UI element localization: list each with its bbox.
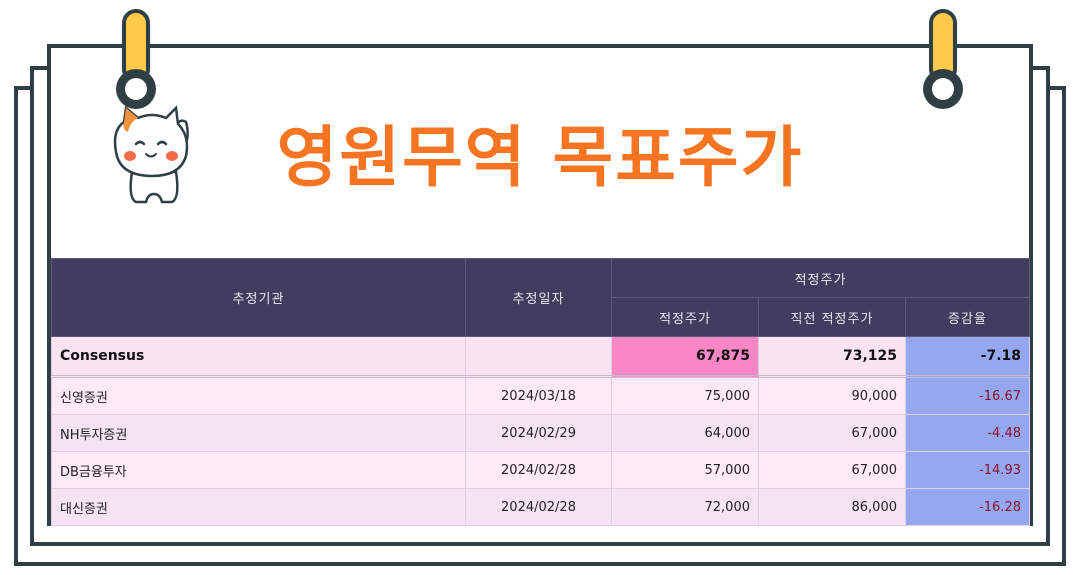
cell-target: 64,000 bbox=[611, 414, 759, 452]
cell-change: -14.93 bbox=[905, 451, 1030, 489]
cell-prev: 86,000 bbox=[758, 488, 906, 526]
cell-date: 2024/02/28 bbox=[465, 451, 612, 489]
table-row: 신영증권 2024/03/18 75,000 90,000 -16.67 bbox=[51, 376, 1030, 415]
table-row: DB금융투자 2024/02/28 57,000 67,000 -14.93 bbox=[51, 451, 1030, 489]
cell-target: 75,000 bbox=[611, 376, 759, 415]
cell-change: -16.28 bbox=[905, 488, 1030, 526]
table-row: NH투자증권 2024/02/29 64,000 67,000 -4.48 bbox=[51, 414, 1030, 452]
cell-agency: 대신증권 bbox=[51, 488, 466, 526]
cell-prev: 90,000 bbox=[758, 376, 906, 415]
cell-change: -16.67 bbox=[905, 376, 1030, 415]
table-row: 대신증권 2024/02/28 72,000 86,000 -16.28 bbox=[51, 488, 1030, 526]
header-prev: 직전 적정주가 bbox=[758, 297, 906, 337]
page-title: 영원무역 목표주가 bbox=[276, 119, 804, 196]
cell-prev: 67,000 bbox=[758, 414, 906, 452]
cell-prev: 73,125 bbox=[758, 336, 906, 378]
cell-agency: Consensus bbox=[51, 336, 466, 378]
cell-agency: DB금융투자 bbox=[51, 451, 466, 489]
binder-clip-icon bbox=[116, 9, 156, 109]
cell-target: 67,875 bbox=[611, 336, 759, 378]
cell-date: 2024/02/28 bbox=[465, 488, 612, 526]
cell-target: 57,000 bbox=[611, 451, 759, 489]
cell-date: 2024/02/29 bbox=[465, 414, 612, 452]
cell-change: -4.48 bbox=[905, 414, 1030, 452]
header-date: 추정일자 bbox=[465, 258, 612, 337]
cell-date bbox=[465, 336, 612, 378]
header-group: 적정주가 bbox=[611, 258, 1030, 298]
cell-target: 72,000 bbox=[611, 488, 759, 526]
binder-clip-icon bbox=[923, 9, 963, 109]
header-change: 증감율 bbox=[905, 297, 1030, 337]
cell-agency: NH투자증권 bbox=[51, 414, 466, 452]
cell-prev: 67,000 bbox=[758, 451, 906, 489]
consensus-row: Consensus 67,875 73,125 -7.18 bbox=[51, 336, 1030, 378]
header-agency: 추정기관 bbox=[51, 258, 466, 337]
header-target: 적정주가 bbox=[611, 297, 759, 337]
cat-mascot-icon bbox=[113, 105, 189, 204]
cell-agency: 신영증권 bbox=[51, 376, 466, 415]
cell-date: 2024/03/18 bbox=[465, 376, 612, 415]
cell-change: -7.18 bbox=[905, 336, 1030, 378]
target-price-table: 추정기관 추정일자 적정주가 적정주가 직전 적정주가 증감율 Consensu… bbox=[51, 258, 1030, 526]
